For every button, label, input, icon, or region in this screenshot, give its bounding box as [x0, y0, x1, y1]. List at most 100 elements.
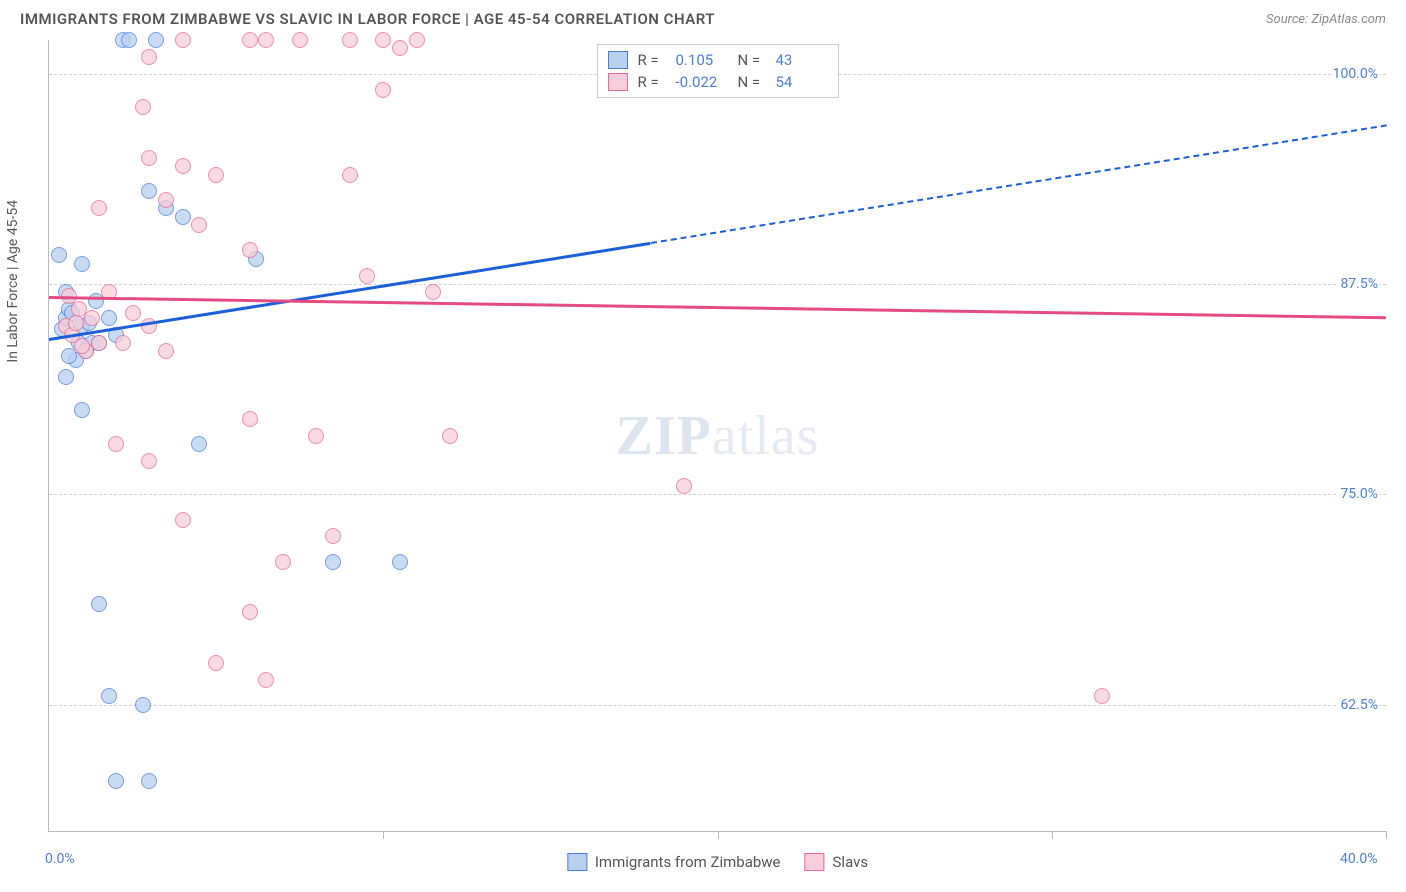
- scatter-point-zimbabwe: [58, 369, 74, 385]
- scatter-point-slavs: [1094, 688, 1110, 704]
- scatter-point-zimbabwe: [101, 688, 117, 704]
- scatter-point-slavs: [175, 512, 191, 528]
- legend-item-zimbabwe: Immigrants from Zimbabwe: [567, 853, 781, 871]
- scatter-point-slavs: [175, 158, 191, 174]
- legend-row-zimbabwe: R = 0.105 N = 43: [608, 49, 828, 71]
- gridline: [49, 284, 1386, 285]
- scatter-point-zimbabwe: [148, 32, 164, 48]
- correlation-legend: R = 0.105 N = 43 R = -0.022 N = 54: [597, 44, 839, 98]
- scatter-point-slavs: [191, 217, 207, 233]
- scatter-point-slavs: [68, 315, 84, 331]
- scatter-point-slavs: [425, 284, 441, 300]
- scatter-point-slavs: [74, 338, 90, 354]
- chart-source: Source: ZipAtlas.com: [1266, 12, 1386, 27]
- y-tick-label: 62.5%: [1338, 697, 1380, 713]
- legend-n-value: 43: [776, 51, 828, 69]
- scatter-point-slavs: [141, 49, 157, 65]
- scatter-point-slavs: [141, 150, 157, 166]
- scatter-point-slavs: [91, 335, 107, 351]
- scatter-point-slavs: [175, 32, 191, 48]
- x-axis-label: 0.0%: [45, 851, 75, 867]
- watermark: ZIPatlas: [616, 404, 820, 468]
- scatter-point-zimbabwe: [74, 256, 90, 272]
- scatter-point-slavs: [409, 32, 425, 48]
- scatter-point-slavs: [676, 478, 692, 494]
- x-tick: [718, 831, 719, 839]
- scatter-point-slavs: [325, 528, 341, 544]
- scatter-point-slavs: [208, 655, 224, 671]
- scatter-point-slavs: [359, 268, 375, 284]
- x-tick: [383, 831, 384, 839]
- scatter-point-slavs: [84, 310, 100, 326]
- trendline-zimbabwe: [49, 242, 651, 341]
- scatter-point-slavs: [158, 343, 174, 359]
- trendline-zimbabwe: [650, 124, 1386, 244]
- scatter-point-slavs: [242, 242, 258, 258]
- scatter-point-zimbabwe: [325, 554, 341, 570]
- legend-r-value: -0.022: [676, 73, 728, 91]
- scatter-point-zimbabwe: [91, 596, 107, 612]
- scatter-point-zimbabwe: [121, 32, 137, 48]
- scatter-point-slavs: [275, 554, 291, 570]
- scatter-point-zimbabwe: [74, 402, 90, 418]
- legend-row-slavs: R = -0.022 N = 54: [608, 71, 828, 93]
- legend-r-label: R =: [638, 51, 666, 69]
- legend-item-slavs: Slavs: [805, 853, 869, 871]
- legend-swatch-zimbabwe: [567, 853, 587, 871]
- scatter-point-slavs: [108, 436, 124, 452]
- scatter-point-zimbabwe: [108, 773, 124, 789]
- scatter-point-slavs: [308, 428, 324, 444]
- chart-title: IMMIGRANTS FROM ZIMBABWE VS SLAVIC IN LA…: [20, 10, 715, 28]
- legend-swatch-slavs: [805, 853, 825, 871]
- legend-r-value: 0.105: [676, 51, 728, 69]
- scatter-point-slavs: [442, 428, 458, 444]
- scatter-point-slavs: [91, 200, 107, 216]
- scatter-point-slavs: [342, 167, 358, 183]
- scatter-point-slavs: [258, 672, 274, 688]
- legend-n-value: 54: [776, 73, 828, 91]
- scatter-point-zimbabwe: [141, 183, 157, 199]
- scatter-point-slavs: [242, 32, 258, 48]
- scatter-point-slavs: [242, 604, 258, 620]
- legend-n-label: N =: [738, 51, 766, 69]
- legend-swatch-slavs: [608, 73, 628, 91]
- scatter-point-slavs: [375, 32, 391, 48]
- scatter-point-zimbabwe: [51, 247, 67, 263]
- legend-swatch-zimbabwe: [608, 51, 628, 69]
- scatter-point-slavs: [242, 411, 258, 427]
- x-tick: [1052, 831, 1053, 839]
- gridline: [49, 494, 1386, 495]
- legend-r-label: R =: [638, 73, 666, 91]
- y-tick-label: 87.5%: [1338, 276, 1380, 292]
- chart-plot-area: In Labor Force | Age 45-54 ZIPatlas 62.5…: [48, 40, 1386, 832]
- scatter-point-slavs: [135, 99, 151, 115]
- scatter-point-zimbabwe: [141, 773, 157, 789]
- scatter-point-slavs: [208, 167, 224, 183]
- y-tick-label: 75.0%: [1338, 486, 1380, 502]
- scatter-point-slavs: [158, 192, 174, 208]
- series-legend: Immigrants from Zimbabwe Slavs: [567, 853, 868, 871]
- scatter-point-zimbabwe: [392, 554, 408, 570]
- header: IMMIGRANTS FROM ZIMBABWE VS SLAVIC IN LA…: [0, 0, 1406, 34]
- y-axis-title: In Labor Force | Age 45-54: [5, 199, 21, 362]
- scatter-point-slavs: [392, 40, 408, 56]
- legend-label: Slavs: [833, 853, 869, 871]
- legend-n-label: N =: [738, 73, 766, 91]
- scatter-point-slavs: [292, 32, 308, 48]
- scatter-point-slavs: [375, 82, 391, 98]
- scatter-point-zimbabwe: [101, 310, 117, 326]
- scatter-point-slavs: [115, 335, 131, 351]
- scatter-point-zimbabwe: [135, 697, 151, 713]
- gridline: [49, 705, 1386, 706]
- scatter-point-slavs: [258, 32, 274, 48]
- y-tick-label: 100.0%: [1331, 66, 1380, 82]
- scatter-point-zimbabwe: [61, 348, 77, 364]
- scatter-point-zimbabwe: [191, 436, 207, 452]
- scatter-point-slavs: [125, 305, 141, 321]
- scatter-point-slavs: [342, 32, 358, 48]
- scatter-point-zimbabwe: [175, 209, 191, 225]
- legend-label: Immigrants from Zimbabwe: [595, 853, 781, 871]
- x-tick: [1386, 831, 1387, 839]
- x-axis-label: 40.0%: [1340, 851, 1378, 867]
- scatter-point-slavs: [141, 453, 157, 469]
